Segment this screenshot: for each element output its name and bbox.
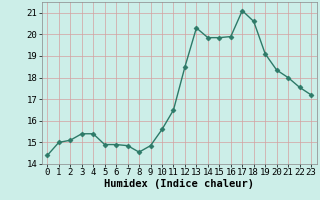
X-axis label: Humidex (Indice chaleur): Humidex (Indice chaleur): [104, 179, 254, 189]
